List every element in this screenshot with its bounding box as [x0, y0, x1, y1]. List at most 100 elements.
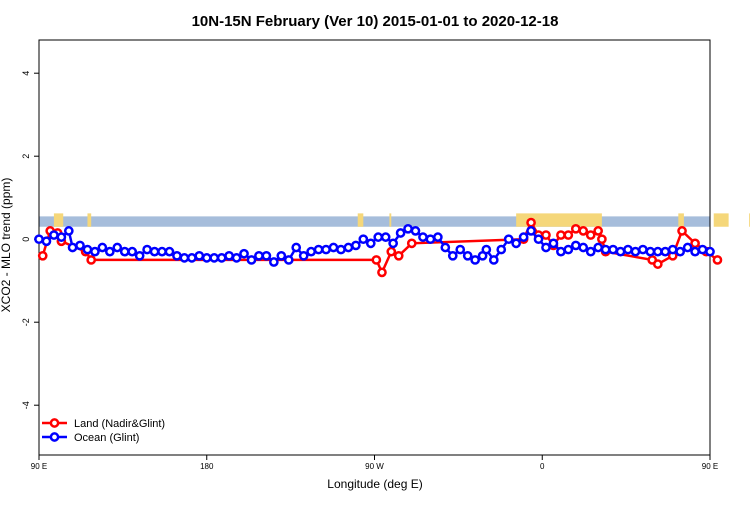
data-point: [712, 255, 723, 265]
land-segment: [389, 213, 392, 227]
data-point: [440, 242, 451, 253]
data-point: [393, 250, 404, 261]
data-point: [418, 232, 428, 242]
x-tick-label: 90 E: [702, 462, 718, 471]
data-point: [675, 246, 686, 257]
data-point: [261, 250, 272, 261]
data-point: [142, 244, 152, 255]
data-point: [41, 236, 52, 247]
data-point: [585, 230, 596, 240]
legend: Land (Nadir&Glint) Ocean (Glint): [42, 418, 165, 444]
data-point: [269, 257, 279, 267]
land-segment: [678, 213, 684, 227]
data-point: [313, 244, 324, 255]
data-point: [608, 244, 618, 255]
data-point: [216, 253, 227, 263]
data-point: [541, 230, 551, 240]
data-point: [593, 242, 604, 253]
y-tick-label: 2: [21, 154, 31, 159]
data-point: [556, 246, 566, 257]
data-point: [186, 253, 197, 263]
data-point: [645, 246, 656, 257]
data-point: [343, 242, 354, 253]
data-point: [533, 234, 544, 245]
data-point: [447, 250, 458, 261]
data-point: [403, 223, 413, 234]
legend-marker: [49, 418, 60, 428]
legend-marker: [49, 432, 60, 442]
data-point: [328, 242, 339, 253]
data-point: [425, 234, 436, 245]
data-point: [321, 244, 331, 255]
data-point: [157, 246, 167, 257]
data-point: [351, 240, 361, 251]
data-point: [563, 244, 574, 255]
data-point: [365, 238, 376, 249]
data-point: [578, 226, 589, 236]
data-point: [455, 244, 466, 255]
data-point: [291, 242, 302, 253]
data-point: [386, 246, 397, 257]
data-point: [526, 226, 536, 236]
data-point: [34, 234, 44, 245]
data-point: [358, 234, 369, 245]
data-point: [380, 232, 391, 242]
data-point: [638, 244, 648, 255]
data-point: [172, 250, 182, 261]
data-point: [570, 223, 581, 234]
y-tick-label: -2: [21, 318, 31, 326]
data-point: [127, 246, 138, 257]
data-point: [246, 255, 257, 265]
plot-area: -4 -2 0 2 4 90 E 180 90 W 0 90 E: [21, 39, 750, 471]
data-point: [75, 240, 85, 251]
data-point: [104, 246, 115, 257]
data-point: [541, 242, 551, 253]
data-point: [373, 232, 384, 242]
land-segment: [87, 213, 92, 227]
data-point: [511, 238, 522, 249]
data-point: [37, 250, 48, 261]
data-point: [623, 244, 633, 255]
data-point: [406, 238, 417, 249]
land-segment: [516, 213, 602, 227]
ocean-band: [39, 216, 710, 227]
data-point: [660, 246, 671, 257]
data-point: [97, 242, 108, 253]
data-point: [224, 250, 234, 261]
data-point: [496, 244, 507, 255]
data-point: [112, 242, 123, 253]
data-point: [371, 255, 382, 265]
y-tick-label: -4: [21, 401, 31, 409]
data-point: [67, 242, 78, 253]
data-point: [462, 250, 473, 261]
data-point: [395, 228, 406, 238]
data-point: [585, 246, 596, 257]
data-point: [526, 217, 536, 228]
data-point: [283, 255, 294, 265]
data-point: [518, 232, 529, 242]
data-point: [470, 255, 480, 265]
land-segment: [53, 213, 64, 227]
data-point: [49, 230, 59, 240]
data-point: [615, 246, 626, 257]
legend-label: Land (Nadir&Glint): [74, 418, 165, 430]
x-tick-label: 180: [200, 462, 214, 471]
data-point: [90, 246, 100, 257]
data-point: [597, 234, 607, 245]
x-axis-label: Longitude (deg E): [327, 477, 422, 491]
data-point: [298, 250, 309, 261]
y-tick-label: 0: [21, 237, 31, 242]
chart-title: 10N-15N February (Ver 10) 2015-01-01 to …: [192, 13, 559, 30]
data-point: [86, 255, 97, 265]
data-point: [548, 238, 559, 249]
land-segment: [713, 213, 729, 227]
data-point: [705, 246, 715, 257]
data-point: [239, 248, 249, 259]
data-point: [410, 226, 421, 236]
data-point: [593, 226, 604, 236]
y-tick-label: 4: [21, 71, 31, 76]
data-point: [179, 253, 190, 263]
data-point: [63, 226, 74, 236]
data-point: [231, 253, 242, 263]
